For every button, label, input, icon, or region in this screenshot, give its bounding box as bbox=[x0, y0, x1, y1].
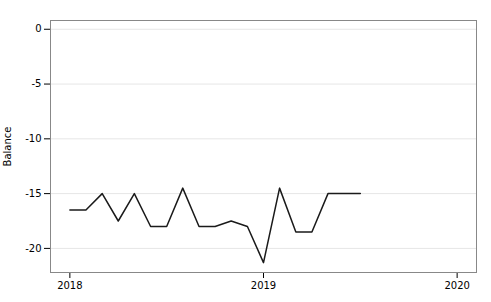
svg-text:-20: -20 bbox=[25, 243, 41, 254]
svg-text:2020: 2020 bbox=[444, 280, 469, 291]
svg-text:Balance: Balance bbox=[2, 127, 13, 167]
svg-text:0: 0 bbox=[35, 23, 41, 34]
svg-text:-15: -15 bbox=[25, 188, 41, 199]
svg-text:-5: -5 bbox=[32, 78, 42, 89]
svg-text:2018: 2018 bbox=[57, 280, 82, 291]
svg-text:2019: 2019 bbox=[251, 280, 276, 291]
svg-text:-10: -10 bbox=[25, 133, 41, 144]
